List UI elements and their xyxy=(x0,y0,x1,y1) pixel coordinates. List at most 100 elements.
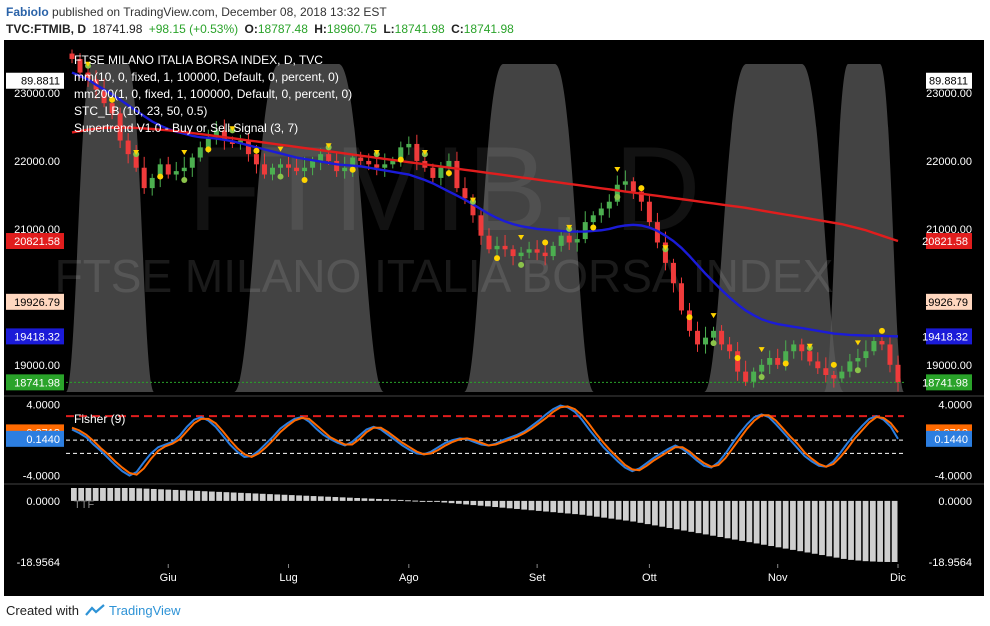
price-label: 19418.32 xyxy=(14,331,60,343)
ttf-bar xyxy=(201,491,208,501)
candle-body xyxy=(526,249,532,253)
ttf-bar xyxy=(717,500,724,537)
tradingview-brand-link[interactable]: TradingView xyxy=(108,602,181,618)
fisher-y-tick-right: 4.0000 xyxy=(938,400,972,412)
ttf-bar xyxy=(688,500,695,532)
y-tick-right: 19000.00 xyxy=(926,360,972,372)
signal-triangle xyxy=(229,126,236,132)
signal-triangle xyxy=(518,235,525,241)
signal-triangle xyxy=(373,150,380,156)
signal-dot xyxy=(518,261,525,268)
ttf-bar xyxy=(310,496,317,501)
candle-body xyxy=(221,130,227,141)
author-link[interactable]: Fabiolo xyxy=(6,5,49,19)
ttf-bar xyxy=(652,500,658,526)
y-tick-left: 22000.00 xyxy=(14,156,60,168)
ttf-bar xyxy=(121,488,128,501)
legend-line-4[interactable]: STC_LB (10, 23, 50, 0.5) xyxy=(74,104,207,118)
ttf-bar xyxy=(274,494,281,501)
candle-body xyxy=(438,167,444,178)
candle-body xyxy=(326,154,332,161)
ttf-bar xyxy=(179,490,186,501)
signal-dot xyxy=(782,360,789,367)
ttf-bar xyxy=(470,500,477,506)
candle-body xyxy=(534,249,540,253)
x-tick-label: Ott xyxy=(642,572,657,584)
x-tick-label: Giu xyxy=(160,572,177,584)
legend-line-1[interactable]: FTSE MILANO ITALIA BORSA INDEX, D, TVC xyxy=(74,53,323,67)
ttf-bar xyxy=(746,500,753,543)
ttf-bar xyxy=(354,497,361,501)
candle-body xyxy=(558,235,564,246)
legend-line-2[interactable]: mm(10, 0, fixed, 1, 100000, Default, 0, … xyxy=(74,70,339,84)
ttf-bar xyxy=(543,500,549,512)
ttf-bar xyxy=(252,493,259,501)
candle-body xyxy=(863,351,869,359)
close-label: C: xyxy=(451,22,464,36)
ttf-y-tick-left: 0.0000 xyxy=(26,496,60,508)
signal-triangle xyxy=(854,340,861,346)
signal-dot xyxy=(397,156,404,163)
chart-header: Fabiolo published on TradingView.com, De… xyxy=(6,4,986,40)
ttf-bar xyxy=(223,492,230,501)
candle-body xyxy=(638,191,644,202)
chart-canvas[interactable]: FTMIB, D FTSE MILANO ITALIA BORSA INDEX … xyxy=(4,40,984,596)
ttf-bar xyxy=(840,500,847,559)
ttf-title[interactable]: TTF xyxy=(74,499,94,511)
low-label: L: xyxy=(383,22,395,36)
signal-dot xyxy=(301,176,308,183)
ttf-bar xyxy=(877,500,883,562)
candle-body xyxy=(542,252,548,257)
signal-triangle xyxy=(710,313,717,319)
signal-dot xyxy=(205,146,212,153)
ttf-bar xyxy=(455,500,462,504)
signal-dot xyxy=(878,327,885,334)
ttf-bar xyxy=(862,500,869,562)
legend-line-3[interactable]: mm200(1, 0, fixed, 1, 100000, Default, 0… xyxy=(74,87,352,101)
ttf-bar xyxy=(172,489,179,501)
ttf-bar xyxy=(296,495,302,501)
signal-dot xyxy=(542,239,549,246)
ttf-bar xyxy=(797,500,804,552)
candle-body xyxy=(382,164,388,168)
candle-body xyxy=(173,171,179,175)
ttf-bar xyxy=(485,500,491,507)
candle-body xyxy=(406,143,412,148)
candle-body xyxy=(446,160,452,168)
signal-triangle xyxy=(758,347,765,353)
fisher-title[interactable]: Fisher (9) xyxy=(74,412,125,426)
symbol-label: TVC:FTMIB, D xyxy=(6,22,86,36)
ttf-y-tick-right: -18.9564 xyxy=(929,557,972,569)
high-label: H: xyxy=(314,22,327,36)
y-tick-right: 23000.00 xyxy=(926,88,972,100)
candle-body xyxy=(590,215,596,223)
chart-area[interactable]: FTMIB, D FTSE MILANO ITALIA BORSA INDEX … xyxy=(4,40,984,596)
ttf-bar xyxy=(492,500,499,508)
fisher-label: 0.1440 xyxy=(934,434,968,446)
candle-body xyxy=(374,164,380,168)
signal-dot xyxy=(638,185,645,192)
x-tick-label: Nov xyxy=(768,572,788,584)
ttf-bar xyxy=(644,500,651,525)
signal-triangle xyxy=(133,150,140,156)
legend-line-5[interactable]: Supertrend V1.0 - Buy or Sell Signal (3,… xyxy=(74,121,298,135)
name-watermark: FTSE MILANO ITALIA BORSA INDEX xyxy=(55,250,834,302)
ttf-bar xyxy=(78,488,85,501)
y-tick-left: 19000.00 xyxy=(14,360,60,372)
candle-body xyxy=(751,371,757,382)
ttf-bar xyxy=(368,498,375,501)
candle-body xyxy=(245,140,251,155)
ttf-bar xyxy=(419,500,426,502)
candle-body xyxy=(630,181,636,192)
ohlc-line: TVC:FTMIB, D 18741.98 +98.15 (+0.53%) O:… xyxy=(6,20,986,38)
candle-body xyxy=(318,154,324,161)
signal-triangle xyxy=(566,224,573,230)
candle-body xyxy=(502,245,508,250)
ttf-bar xyxy=(187,490,193,501)
candle-body xyxy=(510,249,516,257)
candle-body xyxy=(719,330,725,345)
ttf-bar xyxy=(71,488,77,501)
signal-triangle xyxy=(181,150,188,156)
ttf-bar xyxy=(753,500,760,544)
ttf-bar xyxy=(259,493,266,501)
